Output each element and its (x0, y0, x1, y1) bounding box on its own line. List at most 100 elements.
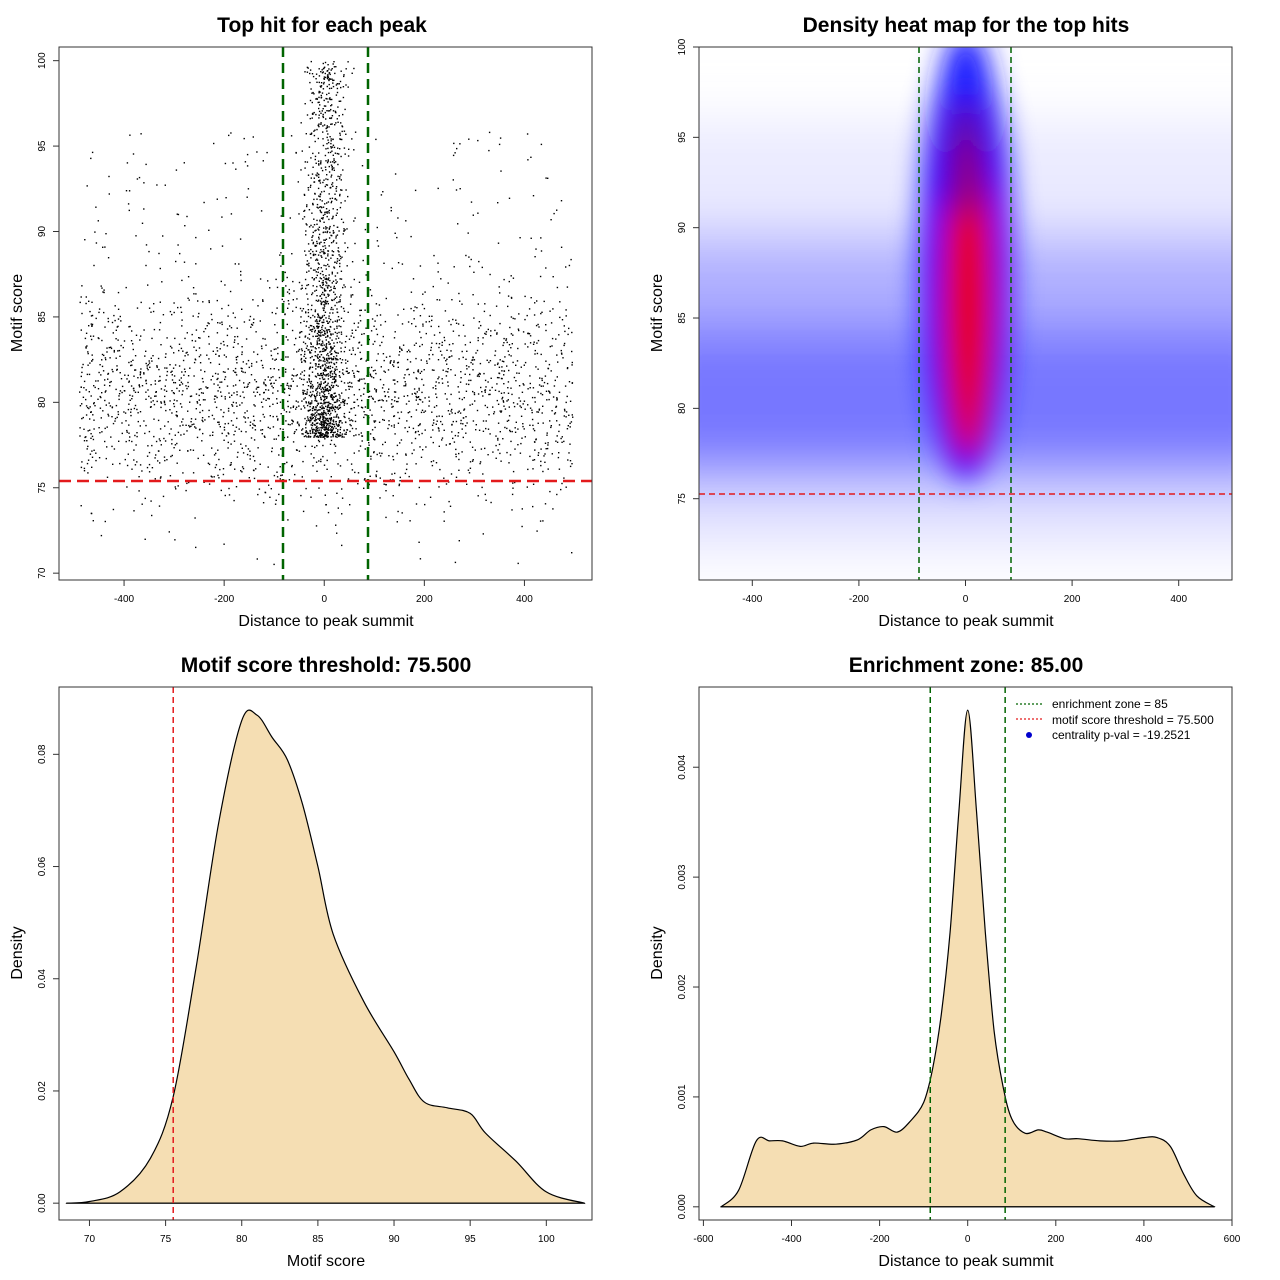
scatter-point (245, 363, 248, 365)
scatter-point (358, 380, 360, 382)
scatter-point (332, 421, 335, 423)
scatter-point (348, 349, 351, 351)
scatter-point (320, 286, 322, 288)
scatter-point (322, 420, 324, 422)
scatter-point (374, 426, 376, 429)
scatter-point (439, 331, 441, 334)
scatter-point (333, 425, 336, 428)
scatter-point (343, 382, 346, 384)
scatter-point (358, 379, 361, 381)
scatter-point (345, 68, 347, 70)
scatter-point (325, 339, 327, 341)
scatter-point (324, 368, 326, 371)
scatter-point (343, 350, 346, 353)
scatter-point (261, 433, 263, 435)
scatter-point (91, 323, 94, 326)
scatter-point (325, 427, 328, 429)
scatter-point (305, 435, 307, 437)
scatter-point (331, 182, 334, 184)
scatter-point (360, 432, 362, 434)
scatter-point (211, 434, 214, 436)
scatter-point (294, 431, 296, 433)
scatter-point (278, 493, 280, 496)
scatter-point (552, 308, 554, 310)
scatter-point (472, 369, 474, 371)
scatter-point (416, 307, 418, 309)
scatter-point (419, 424, 421, 426)
scatter-point (336, 400, 338, 403)
scatter-point (88, 300, 90, 302)
scatter-point (110, 436, 112, 438)
scatter-point (332, 434, 334, 436)
scatter-point (169, 400, 171, 402)
scatter-point (107, 257, 110, 259)
scatter-point (128, 424, 130, 426)
scatter-point (331, 299, 333, 301)
scatter-point (320, 460, 322, 463)
scatter-point (276, 402, 278, 404)
scatter-point (110, 380, 112, 383)
scatter-point (331, 394, 333, 396)
scatter-point (310, 380, 313, 383)
scatter-point (518, 385, 521, 387)
scatter-point (375, 391, 377, 393)
scatter-point (324, 333, 327, 335)
scatter-point (350, 424, 352, 427)
scatter-point (315, 319, 318, 321)
scatter-point (293, 432, 295, 435)
scatter-point (330, 346, 332, 349)
scatter-point (262, 367, 264, 369)
scatter-point (354, 217, 356, 219)
scatter-point (308, 435, 310, 437)
scatter-point (85, 405, 88, 407)
x-tick-label: 0 (321, 594, 327, 605)
scatter-point (350, 294, 352, 296)
scatter-point (457, 223, 459, 225)
scatter-point (358, 281, 361, 283)
scatter-point (336, 83, 338, 85)
scatter-point (472, 359, 474, 361)
scatter-point (332, 312, 334, 314)
scatter-point (289, 424, 291, 426)
scatter-point (513, 405, 516, 408)
scatter-point (331, 423, 333, 425)
scatter-point (163, 401, 166, 404)
scatter-point (337, 385, 339, 387)
scatter-point (312, 345, 314, 348)
scatter-point (322, 115, 324, 118)
x-tick-label: -200 (870, 1234, 890, 1245)
scatter-point (305, 287, 307, 290)
scatter-point (321, 331, 323, 333)
scatter-point (482, 395, 484, 397)
scatter-point (545, 177, 547, 179)
scatter-point (469, 341, 471, 344)
scatter-point (131, 440, 133, 443)
scatter-point (312, 417, 314, 419)
scatter-point (350, 296, 352, 298)
scatter-point (335, 214, 337, 216)
scatter-point (338, 421, 341, 424)
scatter-point (195, 349, 197, 352)
scatter-point (258, 488, 261, 490)
scatter-point (473, 359, 476, 361)
scatter-point (503, 360, 505, 363)
scatter-point (324, 231, 327, 233)
scatter-point (83, 387, 85, 389)
scatter-point (181, 325, 183, 327)
scatter-point (327, 419, 329, 421)
scatter-point (333, 167, 335, 169)
scatter-point (328, 392, 330, 395)
scatter-point (332, 386, 334, 389)
scatter-point (133, 510, 135, 512)
scatter-point (323, 242, 326, 244)
scatter-point (108, 346, 110, 349)
scatter-point (335, 122, 337, 124)
scatter-point (379, 314, 382, 316)
scatter-point (437, 427, 440, 429)
scatter-point (463, 397, 465, 399)
scatter-point (325, 277, 328, 280)
scatter-point (254, 395, 256, 397)
scatter-point (330, 87, 333, 89)
scatter-point (323, 423, 326, 425)
